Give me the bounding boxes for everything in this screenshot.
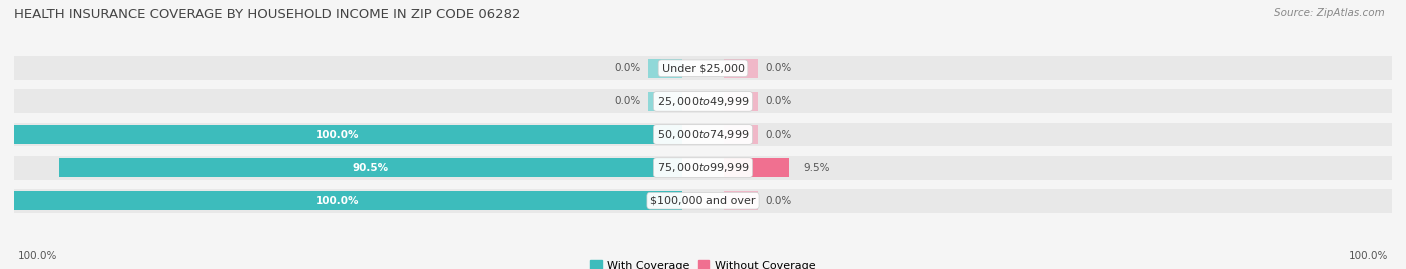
Bar	[59, 158, 682, 177]
Bar	[14, 156, 1392, 179]
Bar	[724, 158, 789, 177]
Text: 0.0%: 0.0%	[765, 96, 792, 107]
Text: HEALTH INSURANCE COVERAGE BY HOUSEHOLD INCOME IN ZIP CODE 06282: HEALTH INSURANCE COVERAGE BY HOUSEHOLD I…	[14, 8, 520, 21]
Text: 100.0%: 100.0%	[316, 196, 360, 206]
Text: 100.0%: 100.0%	[18, 251, 58, 261]
Bar	[724, 191, 758, 210]
Bar	[0, 191, 682, 210]
Legend: With Coverage, Without Coverage: With Coverage, Without Coverage	[586, 256, 820, 269]
Bar	[648, 59, 682, 78]
Text: 0.0%: 0.0%	[614, 63, 641, 73]
Bar	[14, 189, 1392, 213]
Text: 0.0%: 0.0%	[765, 129, 792, 140]
Text: 100.0%: 100.0%	[316, 129, 360, 140]
Bar	[0, 125, 682, 144]
Text: Under $25,000: Under $25,000	[661, 63, 745, 73]
Bar	[648, 92, 682, 111]
Text: Source: ZipAtlas.com: Source: ZipAtlas.com	[1274, 8, 1385, 18]
Bar	[724, 59, 758, 78]
Text: $50,000 to $74,999: $50,000 to $74,999	[657, 128, 749, 141]
Bar	[14, 123, 1392, 146]
Bar	[724, 125, 758, 144]
Text: $25,000 to $49,999: $25,000 to $49,999	[657, 95, 749, 108]
Text: 0.0%: 0.0%	[765, 63, 792, 73]
Text: 100.0%: 100.0%	[1348, 251, 1388, 261]
Text: 0.0%: 0.0%	[765, 196, 792, 206]
Bar	[14, 90, 1392, 113]
Bar	[14, 56, 1392, 80]
Text: $75,000 to $99,999: $75,000 to $99,999	[657, 161, 749, 174]
Text: 0.0%: 0.0%	[614, 96, 641, 107]
Bar	[724, 92, 758, 111]
Text: 9.5%: 9.5%	[803, 162, 830, 173]
Text: 90.5%: 90.5%	[353, 162, 388, 173]
Text: $100,000 and over: $100,000 and over	[650, 196, 756, 206]
